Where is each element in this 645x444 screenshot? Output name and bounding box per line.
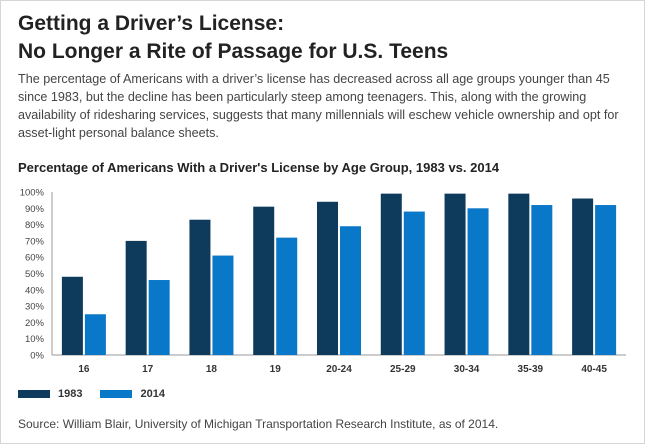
y-tick-label: 60% [25, 253, 45, 264]
legend-swatch-1983 [18, 390, 50, 398]
y-tick-label: 0% [30, 351, 44, 362]
bar-1983-30-34 [444, 193, 466, 355]
bar-1983-17 [125, 240, 147, 355]
x-tick-label: 30-34 [454, 364, 480, 375]
x-tick-label: 16 [78, 364, 90, 375]
legend-item-2014: 2014 [100, 388, 165, 400]
bar-2014-17 [148, 280, 170, 355]
page-title: Getting a Driver’s License: No Longer a … [18, 10, 628, 66]
bar-chart: 0% 10% 20% 30% 40% 50% 60% 70% 80% 90% 100% 16 17 18 1… [20, 188, 626, 375]
x-tick-label: 35-39 [518, 364, 544, 375]
y-tick-label: 10% [25, 334, 45, 345]
bar-2014-20-24 [340, 226, 361, 355]
title-line-2: No Longer a Rite of Passage for U.S. Tee… [18, 40, 449, 63]
legend: 1983 2014 [18, 388, 165, 400]
y-tick-label: 80% [25, 220, 45, 231]
legend-item-1983: 1983 [18, 388, 82, 400]
y-tick-label: 70% [25, 236, 45, 247]
x-tick-label: 18 [206, 364, 218, 375]
legend-label-2014: 2014 [140, 388, 165, 400]
title-line-1: Getting a Driver’s License: [18, 12, 285, 35]
bar-1983-16 [61, 276, 83, 355]
bar-2014-19 [276, 237, 298, 355]
x-tick-label: 20-24 [326, 364, 352, 375]
y-tick-label: 50% [25, 269, 45, 280]
bar-2014-25-29 [403, 211, 425, 355]
x-tick-label: 25-29 [390, 364, 416, 375]
chart-title: Percentage of Americans With a Driver's … [18, 160, 500, 175]
bar-2014-16 [84, 314, 106, 355]
y-tick-label: 20% [25, 318, 45, 329]
x-tick-label: 19 [270, 364, 282, 375]
x-tick-label: 17 [142, 364, 154, 375]
x-tick-label: 40-45 [581, 364, 607, 375]
y-tick-label: 90% [25, 204, 45, 215]
bar-2014-35-39 [531, 205, 553, 355]
legend-label-1983: 1983 [58, 388, 83, 400]
bar-1983-18 [189, 219, 211, 355]
y-tick-label: 40% [25, 285, 45, 296]
bar-1983-40-45 [572, 198, 594, 355]
legend-swatch-2014 [100, 390, 133, 398]
y-tick-label: 100% [20, 188, 45, 199]
bar-1983-19 [253, 206, 275, 355]
y-tick-label: 30% [25, 302, 45, 313]
bar-2014-18 [212, 255, 234, 355]
bar-2014-30-34 [467, 208, 489, 355]
bar-1983-35-39 [508, 193, 530, 355]
bar-1983-25-29 [380, 193, 402, 355]
intro-paragraph: The percentage of Americans with a drive… [18, 72, 619, 140]
bar-2014-40-45 [595, 205, 617, 355]
source-note: Source: William Blair, University of Mic… [18, 417, 499, 431]
bar-1983-20-24 [317, 201, 338, 355]
